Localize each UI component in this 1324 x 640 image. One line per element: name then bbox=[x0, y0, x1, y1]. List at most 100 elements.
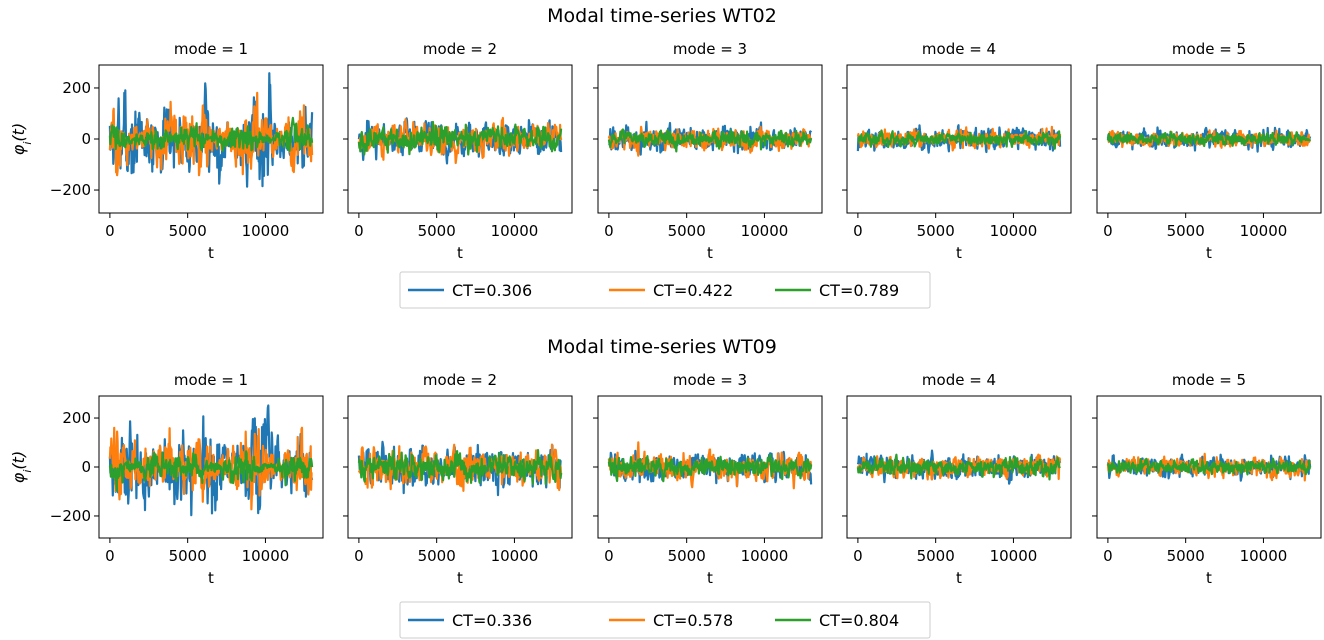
y-axis-label-phi: φ bbox=[9, 472, 28, 483]
series-group bbox=[1106, 452, 1312, 482]
x-tick-label: 10000 bbox=[491, 547, 539, 565]
subplot-title: mode = 2 bbox=[423, 371, 497, 389]
subplot-mode-4: mode = 4 0 5000 10000 t bbox=[842, 40, 1072, 262]
subplot-mode-5: mode = 5 0 5000 10000 t bbox=[1092, 371, 1322, 587]
suptitle: Modal time-series WT02 bbox=[547, 5, 777, 27]
series-line-3 bbox=[1106, 130, 1312, 148]
legend-label-1: CT=0.336 bbox=[452, 611, 532, 630]
series-line-3 bbox=[857, 129, 1062, 150]
x-tick-label: 5000 bbox=[917, 547, 955, 565]
legend-label-2: CT=0.422 bbox=[653, 281, 733, 300]
x-axis-label: t bbox=[956, 244, 962, 262]
suptitle: Modal time-series WT09 bbox=[547, 336, 777, 358]
series-group bbox=[607, 120, 813, 157]
x-tick-label: 10000 bbox=[242, 547, 290, 565]
x-tick-label: 5000 bbox=[1167, 547, 1205, 565]
figure-block-2: Modal time-series WT09 mode = 1 −200 0 200 0 5… bbox=[9, 336, 1322, 639]
x-tick-label: 10000 bbox=[1240, 222, 1288, 240]
y-tick-label: 0 bbox=[81, 130, 91, 148]
subplot-title: mode = 1 bbox=[174, 371, 248, 389]
series-group bbox=[108, 72, 314, 188]
series-line-3 bbox=[108, 450, 314, 492]
x-tick-label: 5000 bbox=[917, 222, 955, 240]
x-axis-label: t bbox=[208, 569, 214, 587]
series-line-3 bbox=[1106, 457, 1312, 476]
series-line-3 bbox=[607, 453, 813, 483]
x-axis-label: t bbox=[1206, 244, 1212, 262]
x-tick-label: 10000 bbox=[242, 222, 290, 240]
x-tick-label: 0 bbox=[354, 222, 364, 240]
y-tick-label: 0 bbox=[81, 458, 91, 476]
x-tick-label: 0 bbox=[105, 222, 115, 240]
y-axis-label: φi(t) bbox=[9, 123, 34, 155]
y-tick-label: 200 bbox=[62, 409, 91, 427]
x-tick-label: 0 bbox=[1103, 547, 1113, 565]
x-axis-label: t bbox=[956, 569, 962, 587]
subplot-mode-3: mode = 3 0 5000 10000 t bbox=[593, 40, 823, 262]
subplot-mode-1: mode = 1 −200 0 200 0 5000 10000 t φi(t) bbox=[9, 371, 324, 587]
series-line-3 bbox=[357, 449, 563, 486]
x-tick-label: 5000 bbox=[668, 547, 706, 565]
series-line-2 bbox=[108, 91, 314, 177]
x-tick-label: 5000 bbox=[668, 222, 706, 240]
series-group bbox=[856, 449, 1062, 485]
legend-frame bbox=[399, 601, 931, 639]
legend-label-1: CT=0.306 bbox=[452, 281, 532, 300]
subplot-mode-5: mode = 5 0 5000 10000 t bbox=[1092, 40, 1322, 262]
x-axis-label: t bbox=[457, 244, 463, 262]
subplot-mode-1: mode = 1 −200 0 200 0 5000 10000 t φi(t) bbox=[9, 40, 324, 262]
x-tick-label: 10000 bbox=[491, 222, 539, 240]
figure-block-1: Modal time-series WT02 mode = 1 −200 0 200 0 5… bbox=[9, 5, 1322, 309]
subplot-title: mode = 3 bbox=[673, 371, 747, 389]
x-tick-label: 0 bbox=[604, 222, 614, 240]
subplot-title: mode = 5 bbox=[1172, 40, 1246, 58]
x-tick-label: 0 bbox=[105, 547, 115, 565]
x-tick-label: 0 bbox=[853, 222, 863, 240]
legend: CT=0.336 CT=0.578 CT=0.804 bbox=[399, 601, 931, 639]
subplot-title: mode = 2 bbox=[423, 40, 497, 58]
series-line-3 bbox=[357, 120, 563, 156]
y-axis-label: φi(t) bbox=[9, 451, 34, 483]
legend-label-3: CT=0.789 bbox=[819, 281, 899, 300]
y-tick-label: −200 bbox=[50, 507, 91, 525]
subplot-title: mode = 1 bbox=[174, 40, 248, 58]
subplot-mode-4: mode = 4 0 5000 10000 t bbox=[842, 371, 1072, 587]
x-tick-label: 5000 bbox=[1167, 222, 1205, 240]
y-axis-label-arg: (t) bbox=[9, 451, 28, 470]
x-tick-label: 5000 bbox=[418, 547, 456, 565]
x-tick-label: 5000 bbox=[169, 547, 207, 565]
x-tick-label: 0 bbox=[604, 547, 614, 565]
x-tick-label: 10000 bbox=[1240, 547, 1288, 565]
x-axis-label: t bbox=[457, 569, 463, 587]
series-line-3 bbox=[108, 116, 314, 152]
series-group bbox=[357, 440, 563, 497]
x-tick-label: 0 bbox=[354, 547, 364, 565]
x-tick-label: 10000 bbox=[990, 547, 1038, 565]
subplot-title: mode = 4 bbox=[922, 40, 996, 58]
series-group bbox=[1106, 126, 1312, 153]
y-axis-label-subscript: i bbox=[21, 142, 34, 145]
series-group bbox=[856, 124, 1062, 154]
y-tick-label: 200 bbox=[62, 79, 91, 97]
subplot-mode-2: mode = 2 0 5000 10000 t bbox=[343, 371, 573, 587]
x-axis-label: t bbox=[1206, 569, 1212, 587]
subplot-title: mode = 3 bbox=[673, 40, 747, 58]
series-group bbox=[108, 404, 314, 517]
subplot-title: mode = 4 bbox=[922, 371, 996, 389]
legend-label-3: CT=0.804 bbox=[819, 611, 899, 630]
series-line-1 bbox=[108, 404, 314, 517]
x-tick-label: 10000 bbox=[741, 222, 789, 240]
x-tick-label: 10000 bbox=[741, 547, 789, 565]
y-axis-label-subscript: i bbox=[21, 470, 34, 473]
subplot-title: mode = 5 bbox=[1172, 371, 1246, 389]
y-axis-label-phi: φ bbox=[9, 144, 28, 155]
subplot-mode-3: mode = 3 0 5000 10000 t bbox=[593, 371, 823, 587]
legend-frame bbox=[399, 271, 931, 309]
x-tick-label: 5000 bbox=[418, 222, 456, 240]
series-group bbox=[607, 441, 813, 490]
legend: CT=0.306 CT=0.422 CT=0.789 bbox=[399, 271, 931, 309]
series-line-3 bbox=[856, 453, 1061, 481]
x-tick-label: 10000 bbox=[990, 222, 1038, 240]
legend-label-2: CT=0.578 bbox=[653, 611, 733, 630]
